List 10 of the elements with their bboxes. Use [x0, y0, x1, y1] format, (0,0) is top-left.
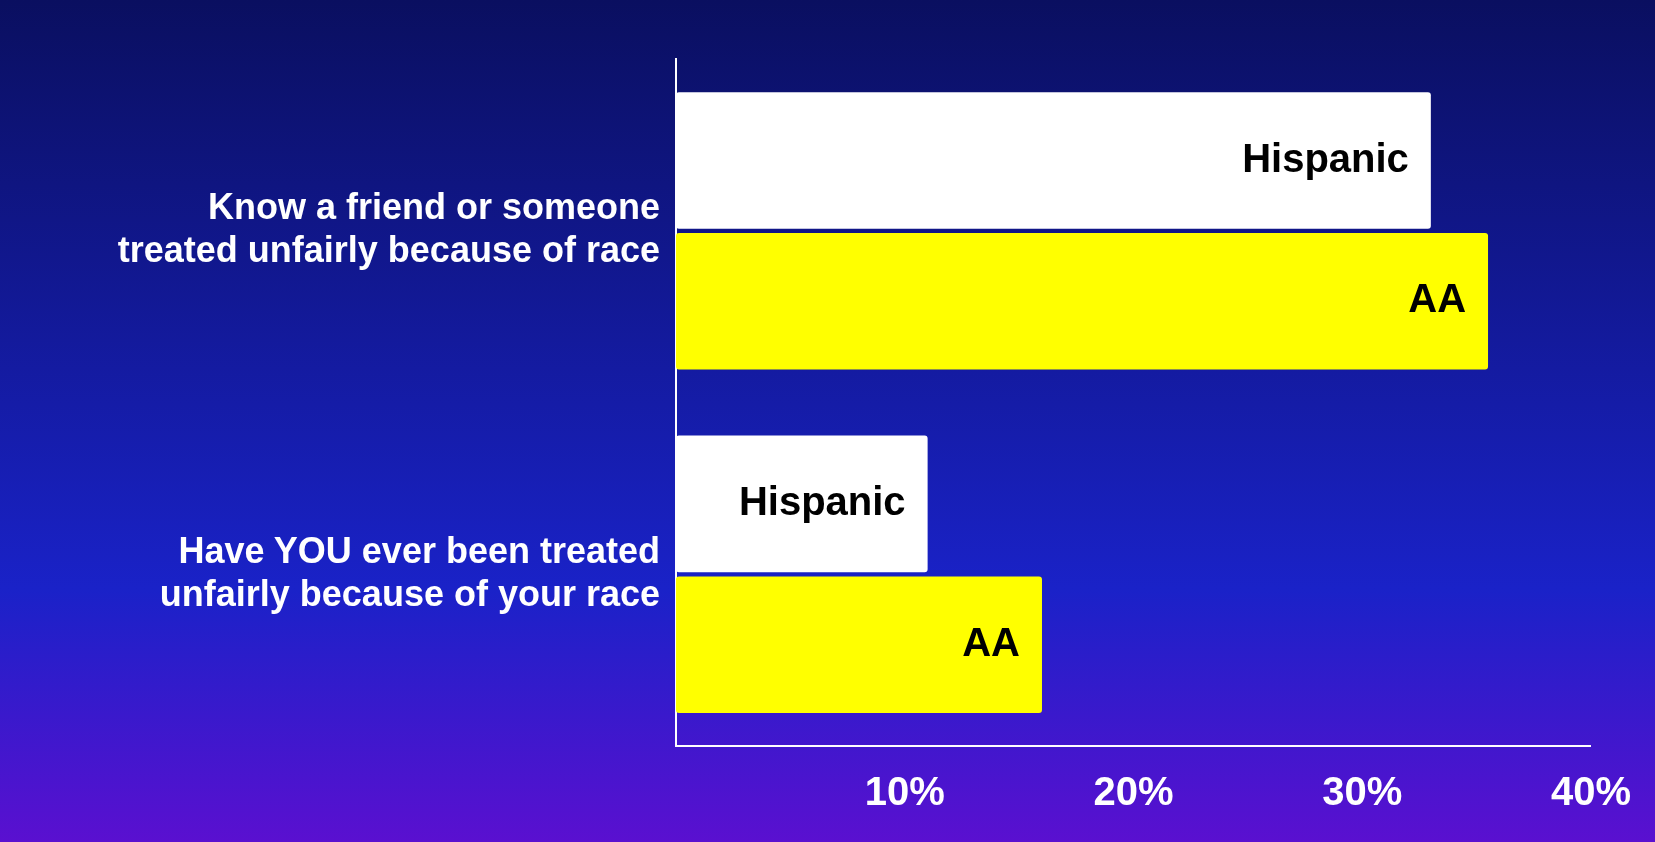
x-tick-label: 40%	[1550, 769, 1631, 814]
series-label: Hispanic	[1242, 135, 1409, 180]
x-tick-label: 30%	[1322, 769, 1403, 814]
y-tick-label: Know a friend or someone treated unfairly because of race	[117, 186, 660, 271]
text: Hispanic	[738, 478, 906, 523]
x-tick-label: 20%	[1093, 769, 1174, 814]
text: AA	[962, 619, 1020, 664]
y-tick-label: Have YOU ever been treated unfairly because of your race	[159, 529, 660, 614]
series-label: AA	[1408, 276, 1467, 321]
x-tick-label: 10%	[864, 769, 945, 814]
